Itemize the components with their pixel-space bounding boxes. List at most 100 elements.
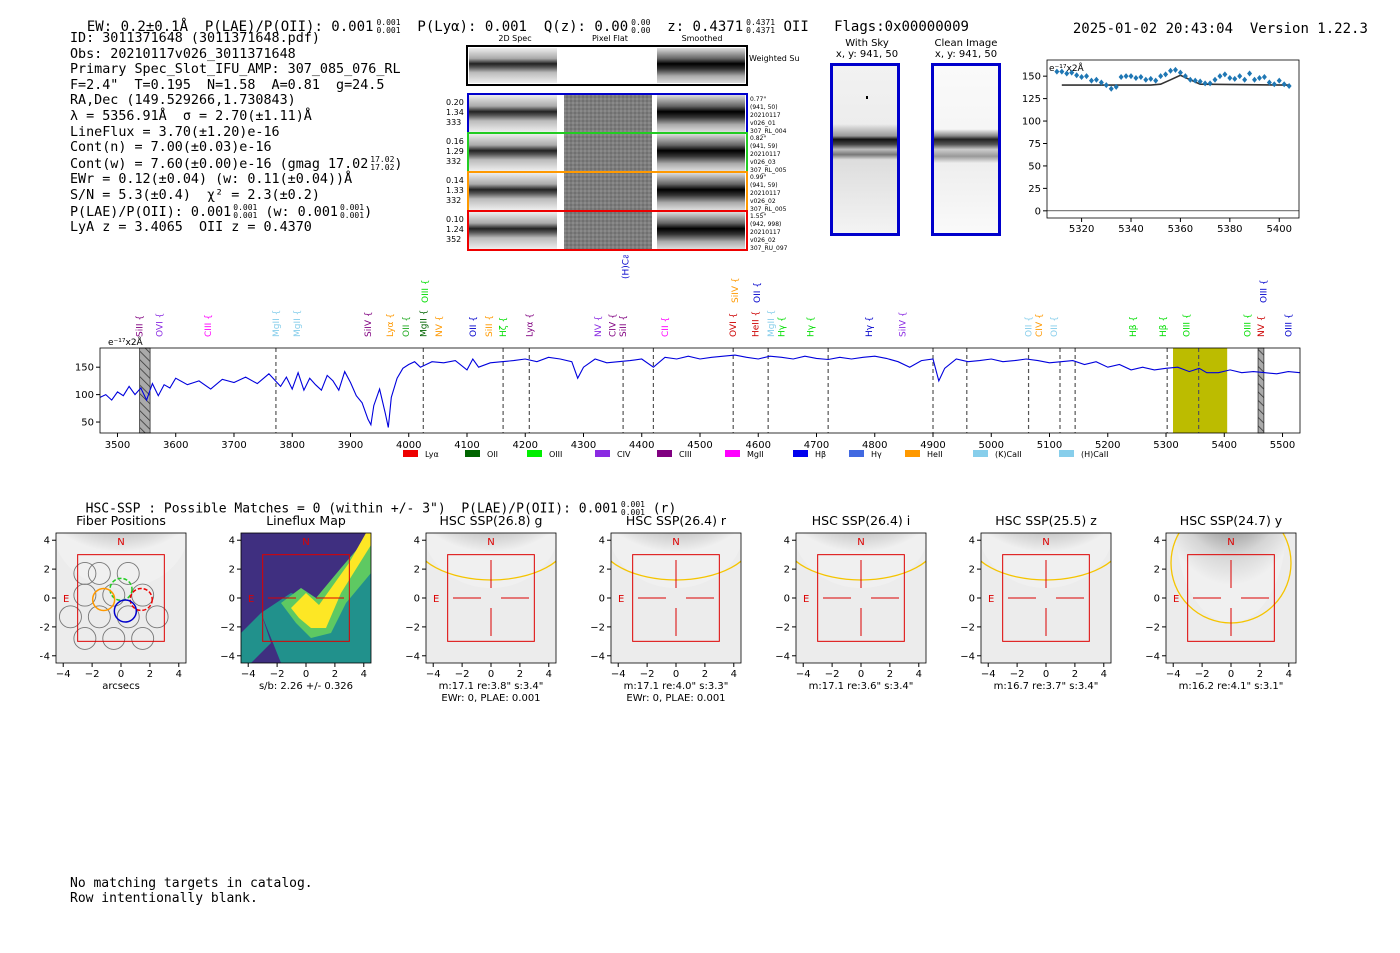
spectral-line-label: Hβ { xyxy=(1129,316,1139,337)
zoom-data-point xyxy=(1054,68,1060,75)
fiber-row-left-label: 0.16 xyxy=(446,137,464,146)
north-label: N xyxy=(487,537,494,548)
fiber-row-right-label: 0.82" xyxy=(750,135,766,142)
zoom-data-point xyxy=(1079,74,1085,81)
clean-image-coords: x, y: 941, 50 xyxy=(934,49,998,60)
zoom-data-point xyxy=(1261,74,1267,81)
fiber-circle xyxy=(145,605,169,629)
spectral-line-label: OII { xyxy=(402,316,412,337)
zoom-data-point xyxy=(1123,73,1129,80)
fiber-row-right-label: 307_RL_004 xyxy=(750,128,787,135)
zoom-data-point xyxy=(1222,71,1228,78)
legend-label: (K)CaII xyxy=(995,450,1022,459)
hsc-xtick-label: 2 xyxy=(332,669,338,680)
full-spectrum-chart: e⁻¹⁷x2Å 3500 3600 3700 3800 3900 4000 4100 4200… xyxy=(75,255,1301,459)
legend-swatch xyxy=(527,450,542,457)
legend-label: HeII xyxy=(927,450,943,459)
spectral-line-label: NV { xyxy=(435,316,445,337)
fiber-circle xyxy=(116,605,140,629)
hsc-panel: Fiber Positions N E −4 −4 −2 −2 0 0 2 2 4 4 arcsecs xyxy=(40,513,187,692)
col-header-pixelflat: Pixel Flat xyxy=(592,34,628,43)
fiber-row-right-label: v026_02 xyxy=(750,237,776,244)
zoom-data-point xyxy=(1237,73,1243,80)
zoom-ytick-label: 125 xyxy=(1022,94,1041,105)
hsc-xtick-label: −2 xyxy=(455,669,470,680)
header-z-sup: 0.4371 xyxy=(746,18,776,27)
hsc-ytick-label: −2 xyxy=(1145,622,1160,633)
hsc-xtick-label: 4 xyxy=(1101,669,1107,680)
zoom-data-point xyxy=(1192,77,1198,84)
zoom-data-point xyxy=(1059,68,1065,75)
spectral-line-label: SiII { xyxy=(136,315,146,337)
info-sn: S/N = 5.3(±0.4) χ² = 2.3(±0.2) xyxy=(70,187,320,203)
fiber-row-left-label: 0.14 xyxy=(446,176,464,185)
hsc-ytick-label: 2 xyxy=(44,565,50,576)
hsc-ytick-label: 4 xyxy=(1154,536,1160,547)
highlighted-fiber xyxy=(129,587,153,612)
spectrum-frame xyxy=(99,347,1301,434)
hsc-xtick-label: −2 xyxy=(1010,669,1025,680)
zoom-data-point xyxy=(1113,83,1119,90)
spectrum-masked-region xyxy=(139,347,151,434)
east-label: E xyxy=(1173,594,1179,605)
hsc-ytick-label: 0 xyxy=(229,594,235,605)
east-label: E xyxy=(433,594,439,605)
zoom-data-point xyxy=(1247,70,1253,77)
hsc-panel-caption: m:16.7 re:3.7" s:3.4" xyxy=(994,681,1099,692)
search-box xyxy=(817,554,905,642)
footer-line1: No matching targets in catalog. xyxy=(70,876,313,891)
hsc-xtick-label: 2 xyxy=(887,669,893,680)
fiber-smoothed xyxy=(657,95,745,132)
legend-swatch xyxy=(595,450,610,457)
hsc-panel-caption: m:17.1 re:4.0" s:3.3" xyxy=(624,681,729,692)
hsc-ytick-label: −2 xyxy=(775,622,790,633)
hsc-ytick-label: 0 xyxy=(599,594,605,605)
hsc-panel-caption: m:17.1 re:3.6" s:3.4" xyxy=(809,681,914,692)
zoom-ytick-label: 100 xyxy=(1022,117,1041,128)
hsc-xtick-label: 2 xyxy=(702,669,708,680)
zoom-data-point xyxy=(1168,67,1174,74)
spectral-line-label: Lyα { xyxy=(525,313,535,337)
info-params: F=2.4" T=0.195 N=1.58 A=0.81 g=24.5 xyxy=(70,77,385,93)
hsc-xtick-label: −2 xyxy=(825,669,840,680)
fiber-row-right-label: (942, 998) xyxy=(750,221,781,228)
hsc-panel-caption2: EWr: 0, PLAE: 0.001 xyxy=(441,693,540,704)
hsc-ytick-label: −2 xyxy=(590,622,605,633)
spectral-line-label: NV { xyxy=(1257,316,1267,337)
hsc-image-panels: Fiber Positions N E −4 −4 −2 −2 0 0 2 2 4 4 arcsecs Li… xyxy=(40,513,1297,704)
spectral-line-label: Hβ { xyxy=(1159,316,1169,337)
zoom-xtick-label: 5360 xyxy=(1168,224,1193,235)
hsc-title: HSC-SSP : Possible Matches = 0 (within +… xyxy=(70,486,677,517)
info-plae-w: (w: 0.001 xyxy=(265,204,338,220)
fiber-row-right-label: 0.77" xyxy=(750,96,766,103)
info-plae-text: P(LAE)/P(OII): 0.001 xyxy=(70,204,232,220)
spectral-line-label: MgII { xyxy=(419,310,429,337)
fiber-row-right-label: v026_02 xyxy=(750,198,776,205)
hsc-panel-caption2: EWr: 0, PLAE: 0.001 xyxy=(626,693,725,704)
spectral-line-label: Hγ { xyxy=(778,316,788,337)
east-label: E xyxy=(248,594,254,605)
zoom-frame xyxy=(1046,59,1300,219)
spectrum-xtick-label: 3600 xyxy=(163,440,188,451)
fiber-row-left-label: 1.29 xyxy=(446,147,464,156)
spectral-line-label: OII { xyxy=(1050,316,1060,337)
legend-swatch xyxy=(849,450,864,457)
spectrum-ytick-label: 150 xyxy=(75,363,94,374)
legend-label: Hβ xyxy=(815,450,826,459)
fiber-row-right-label: (941, 50) xyxy=(750,104,778,111)
hsc-xtick-label: −4 xyxy=(241,669,256,680)
legend-swatch xyxy=(973,450,988,457)
fiber-pixelflat xyxy=(564,95,652,132)
hsc-xtick-label: 0 xyxy=(488,669,494,680)
hsc-xtick-label: 4 xyxy=(361,669,367,680)
hsc-xtick-label: −4 xyxy=(611,669,626,680)
info-contw-sub: 17.02 xyxy=(370,162,395,172)
hsc-xtick-label: 0 xyxy=(118,669,124,680)
spectral-line-label: Hγ { xyxy=(865,316,875,337)
fiber-row-right-label: 1.55" xyxy=(750,213,766,220)
legend-label: (H)CaII xyxy=(1081,450,1108,459)
spectral-line-label: OIII { xyxy=(1244,313,1254,337)
hsc-xtick-label: 4 xyxy=(731,669,737,680)
fiber-row-right-label: 20210117 xyxy=(750,190,781,197)
